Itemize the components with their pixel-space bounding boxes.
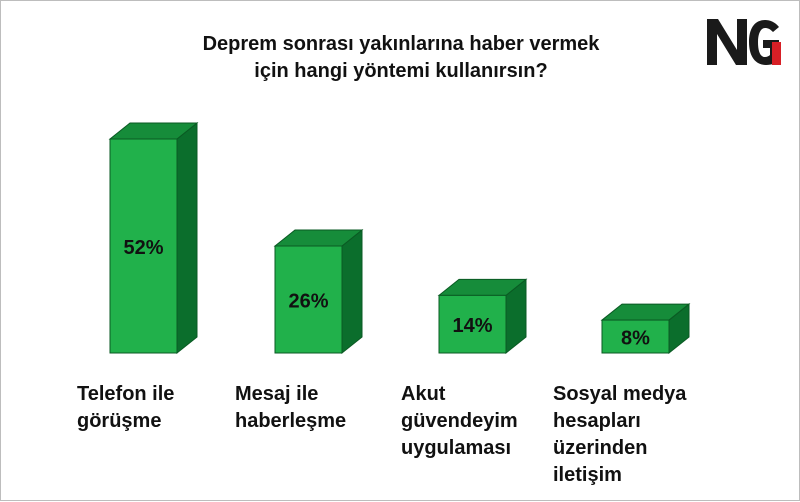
chart-title-line-2: için hangi yöntemi kullanırsın? — [254, 60, 548, 82]
bar-side-mesaj — [341, 228, 363, 355]
value-label-telefon: 52% — [123, 237, 163, 259]
logo-letter-g — [749, 20, 779, 65]
bar-telefon — [109, 138, 178, 354]
bar-sosyal-medya — [601, 319, 670, 354]
value-label-mesaj: 26% — [288, 291, 328, 313]
bar-akut — [438, 294, 507, 354]
chart-title: Deprem sonrası yakınlarına haber vermek … — [151, 31, 651, 85]
category-label-akut: Akut güvendeyim uygulaması — [401, 383, 518, 459]
chart-title-line-1: Deprem sonrası yakınlarına haber vermek — [202, 33, 600, 55]
ng-logo — [707, 19, 781, 65]
logo-accent-bar — [772, 42, 781, 65]
bar-mesaj — [274, 245, 343, 354]
value-label-akut: 14% — [452, 315, 492, 337]
value-label-sosyal-medya: 8% — [621, 328, 650, 350]
category-label-mesaj: Mesaj ile haberleşme — [235, 383, 347, 432]
logo-letter-n — [707, 19, 747, 65]
category-label-sosyal-medya: Sosyal medya hesapları üzerinden iletişi… — [553, 383, 687, 486]
category-label-telefon: Telefon ile görüşme — [77, 383, 175, 432]
bar-side-telefon — [176, 121, 198, 355]
